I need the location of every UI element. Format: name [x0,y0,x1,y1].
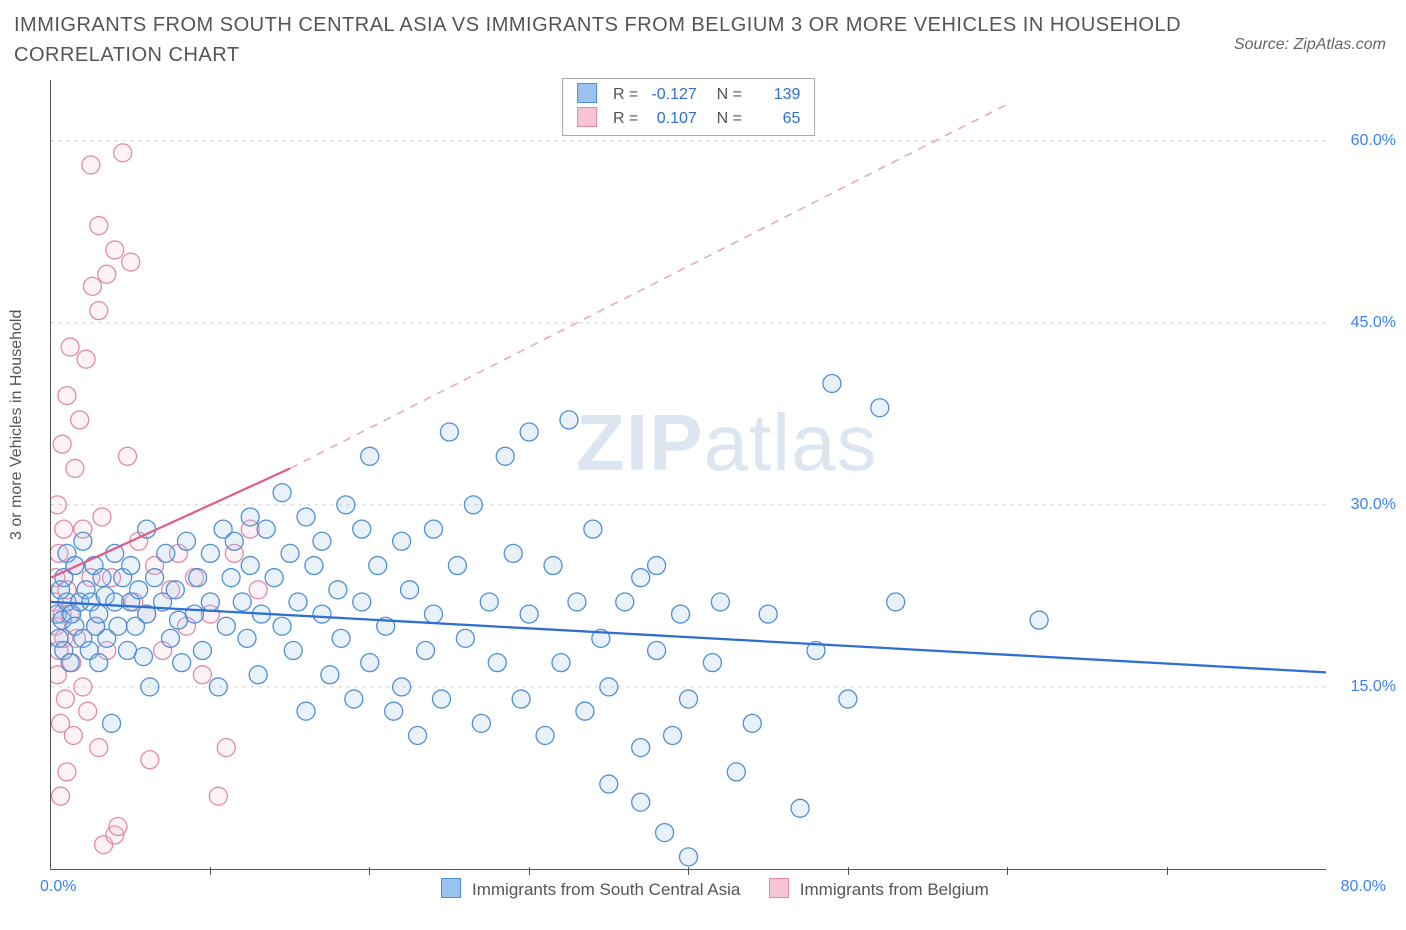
correlation-stats: R = -0.127 N = 139 R = 0.107 N = 65 [562,78,816,136]
chart-title: IMMIGRANTS FROM SOUTH CENTRAL ASIA VS IM… [14,10,1246,70]
stats-n-value-b: 65 [748,107,800,131]
y-axis-label: 3 or more Vehicles in Household [8,310,26,540]
x-axis-tick-marks [50,867,1326,875]
legend: Immigrants from South Central Asia Immig… [0,878,1406,900]
legend-label-b: Immigrants from Belgium [800,880,989,899]
stats-r-value-b: 0.107 [645,107,697,131]
stats-n-label: N = [717,110,742,127]
stats-swatch-b [577,107,597,127]
stats-r-label: R = [613,110,638,127]
stats-n-value-a: 139 [748,83,800,107]
legend-swatch-a [441,878,461,898]
plot-svg [51,80,1326,869]
stats-r-value-a: -0.127 [645,83,697,107]
legend-swatch-b [769,878,789,898]
stats-r-label: R = [613,86,638,103]
chart-area: ZIPatlas R = -0.127 N = 139 R = 0.107 N … [50,80,1326,870]
stats-n-label: N = [717,86,742,103]
y-axis-ticks: 15.0%30.0%45.0%60.0% [1336,80,1396,869]
stats-swatch-a [577,83,597,103]
legend-label-a: Immigrants from South Central Asia [472,880,740,899]
source-credit: Source: ZipAtlas.com [1234,36,1386,54]
